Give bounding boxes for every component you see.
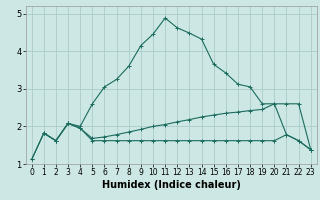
X-axis label: Humidex (Indice chaleur): Humidex (Indice chaleur) xyxy=(102,180,241,190)
